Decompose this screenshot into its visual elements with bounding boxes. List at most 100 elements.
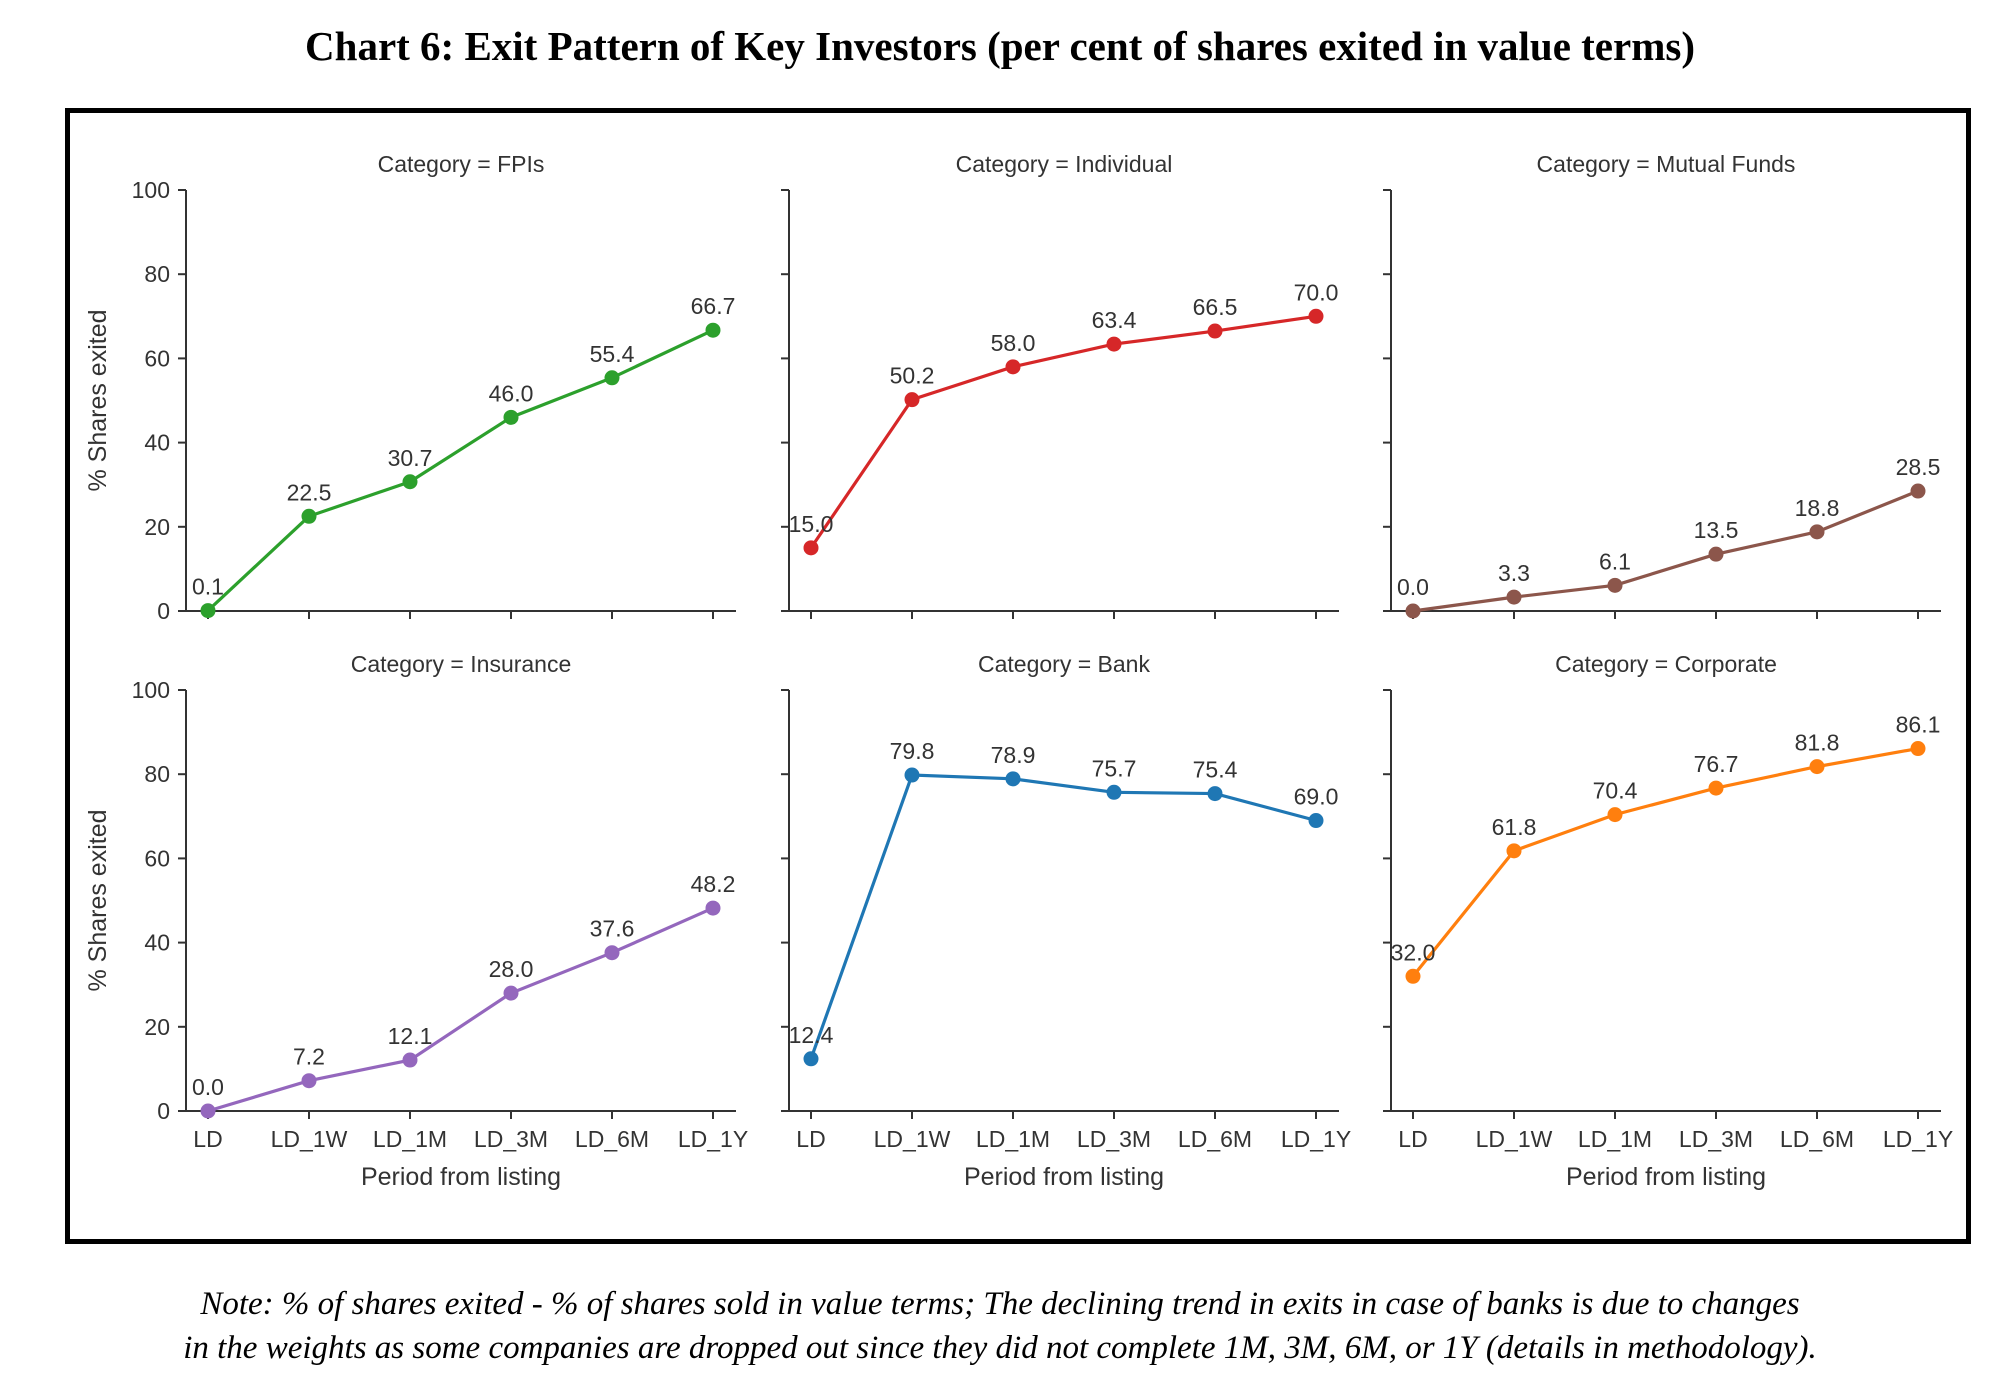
panel-title: Category = FPIs — [378, 151, 545, 177]
data-label: 0.0 — [192, 1074, 224, 1100]
data-label: 18.8 — [1795, 495, 1840, 521]
series-line — [809, 314, 1317, 549]
facet-panel: Category = Mutual Funds 0.0 3.3 6.1 13.5 18.8… — [1383, 151, 1941, 619]
panel-title: Category = Mutual Funds — [1537, 151, 1796, 177]
data-label: 30.7 — [388, 445, 433, 471]
y-tick-label: 40 — [144, 430, 170, 456]
y-tick-label: 80 — [144, 261, 170, 287]
series-line — [207, 906, 714, 1113]
data-point — [1607, 807, 1623, 823]
series-line — [809, 773, 1317, 1060]
x-tick-label: LD — [796, 1126, 825, 1152]
y-tick-label: 40 — [144, 930, 170, 956]
x-tick-label: LD_1W — [271, 1126, 348, 1152]
data-label: 3.3 — [1498, 560, 1530, 586]
data-point — [604, 370, 620, 386]
x-axis-label: Period from listing — [1566, 1163, 1766, 1191]
y-tick-label: 20 — [144, 514, 170, 540]
chart-note: Note: % of shares exited - % of shares s… — [0, 1282, 2000, 1370]
data-point — [705, 900, 721, 916]
data-point — [904, 767, 920, 783]
facet-panel: Category = Corporate LD LD_1W LD_1M LD_3M LD_… — [1383, 651, 1953, 1191]
data-label: 32.0 — [1391, 939, 1436, 965]
data-label: 13.5 — [1694, 517, 1739, 543]
x-tick-label: LD_3M — [474, 1126, 548, 1152]
y-axis-label: % Shares exited — [84, 809, 112, 991]
data-point — [1005, 771, 1021, 787]
data-point — [1207, 786, 1223, 802]
x-tick-label: LD_1W — [1476, 1126, 1553, 1152]
y-tick-label: 100 — [132, 177, 170, 203]
data-point — [402, 1052, 418, 1068]
data-label: 75.7 — [1092, 755, 1137, 781]
data-point — [1106, 784, 1122, 800]
data-label: 66.7 — [691, 293, 736, 319]
data-label: 61.8 — [1492, 814, 1537, 840]
facet-panel: Category = FPIs 0 20 40 60 80 100 % Shares exit… — [84, 151, 736, 624]
data-point — [1607, 577, 1623, 593]
x-tick-label: LD_1Y — [1883, 1126, 1953, 1152]
data-point — [1405, 968, 1421, 984]
note-line-1: Note: % of shares exited - % of shares s… — [200, 1286, 1800, 1322]
data-label: 46.0 — [489, 380, 534, 406]
data-point — [200, 603, 216, 619]
x-axis-label: Period from listing — [361, 1163, 561, 1191]
x-tick-label: LD_1M — [373, 1126, 447, 1152]
data-point — [803, 540, 819, 556]
facet-panel: Category = Insurance 0 20 40 60 80 100 LD LD_1W L… — [84, 651, 748, 1191]
data-label: 50.2 — [890, 363, 935, 389]
data-point — [705, 322, 721, 338]
data-label: 63.4 — [1092, 307, 1137, 333]
note-line-2: in the weights as some companies are dro… — [183, 1330, 1817, 1366]
data-point — [1308, 308, 1324, 324]
data-label: 81.8 — [1795, 730, 1840, 756]
data-label: 86.1 — [1896, 712, 1941, 738]
data-point — [1106, 336, 1122, 352]
data-point — [1708, 546, 1724, 562]
y-tick-label: 60 — [144, 845, 170, 871]
data-label: 75.4 — [1193, 757, 1238, 783]
facet-panel: Category = Individual 15.0 50.2 58.0 63.4 66.… — [781, 151, 1339, 619]
data-point — [402, 474, 418, 490]
data-label: 66.5 — [1193, 294, 1238, 320]
series-line — [1412, 489, 1919, 613]
data-point — [1809, 524, 1825, 540]
data-label: 79.8 — [890, 738, 935, 764]
facet-chart: Category = FPIs 0 20 40 60 80 100 % Shares exit… — [84, 151, 1953, 1191]
data-point — [1405, 603, 1421, 619]
x-tick-label: LD_3M — [1077, 1126, 1151, 1152]
data-label: 28.5 — [1896, 454, 1941, 480]
series-line — [206, 328, 714, 612]
x-tick-label: LD — [1398, 1126, 1427, 1152]
data-label: 69.0 — [1294, 784, 1339, 810]
y-tick-label: 100 — [132, 677, 170, 703]
x-tick-label: LD_1Y — [678, 1126, 748, 1152]
data-point — [1005, 359, 1021, 375]
data-label: 12.1 — [388, 1023, 433, 1049]
data-point — [1910, 483, 1926, 499]
panel-title: Category = Individual — [956, 151, 1173, 177]
data-point — [1506, 589, 1522, 605]
panel-title: Category = Corporate — [1555, 651, 1777, 677]
data-point — [301, 1073, 317, 1089]
x-tick-label: LD_1W — [874, 1126, 951, 1152]
data-point — [503, 409, 519, 425]
data-point — [904, 392, 920, 408]
chart-title: Chart 6: Exit Pattern of Key Investors (… — [305, 23, 1695, 69]
data-point — [1207, 323, 1223, 339]
panel-title: Category = Bank — [978, 651, 1150, 677]
x-tick-label: LD_6M — [575, 1126, 649, 1152]
data-point — [803, 1051, 819, 1067]
data-label: 15.0 — [789, 511, 834, 537]
data-label: 58.0 — [991, 330, 1036, 356]
data-label: 6.1 — [1599, 548, 1631, 574]
x-tick-label: LD_6M — [1780, 1126, 1854, 1152]
data-label: 37.6 — [590, 916, 635, 942]
data-label: 70.4 — [1593, 778, 1638, 804]
x-tick-label: LD_3M — [1679, 1126, 1753, 1152]
chart-frame — [65, 108, 1971, 1244]
data-label: 76.7 — [1694, 751, 1739, 777]
x-axis-label: Period from listing — [964, 1163, 1164, 1191]
panel-title: Category = Insurance — [351, 651, 572, 677]
data-point — [301, 508, 317, 524]
